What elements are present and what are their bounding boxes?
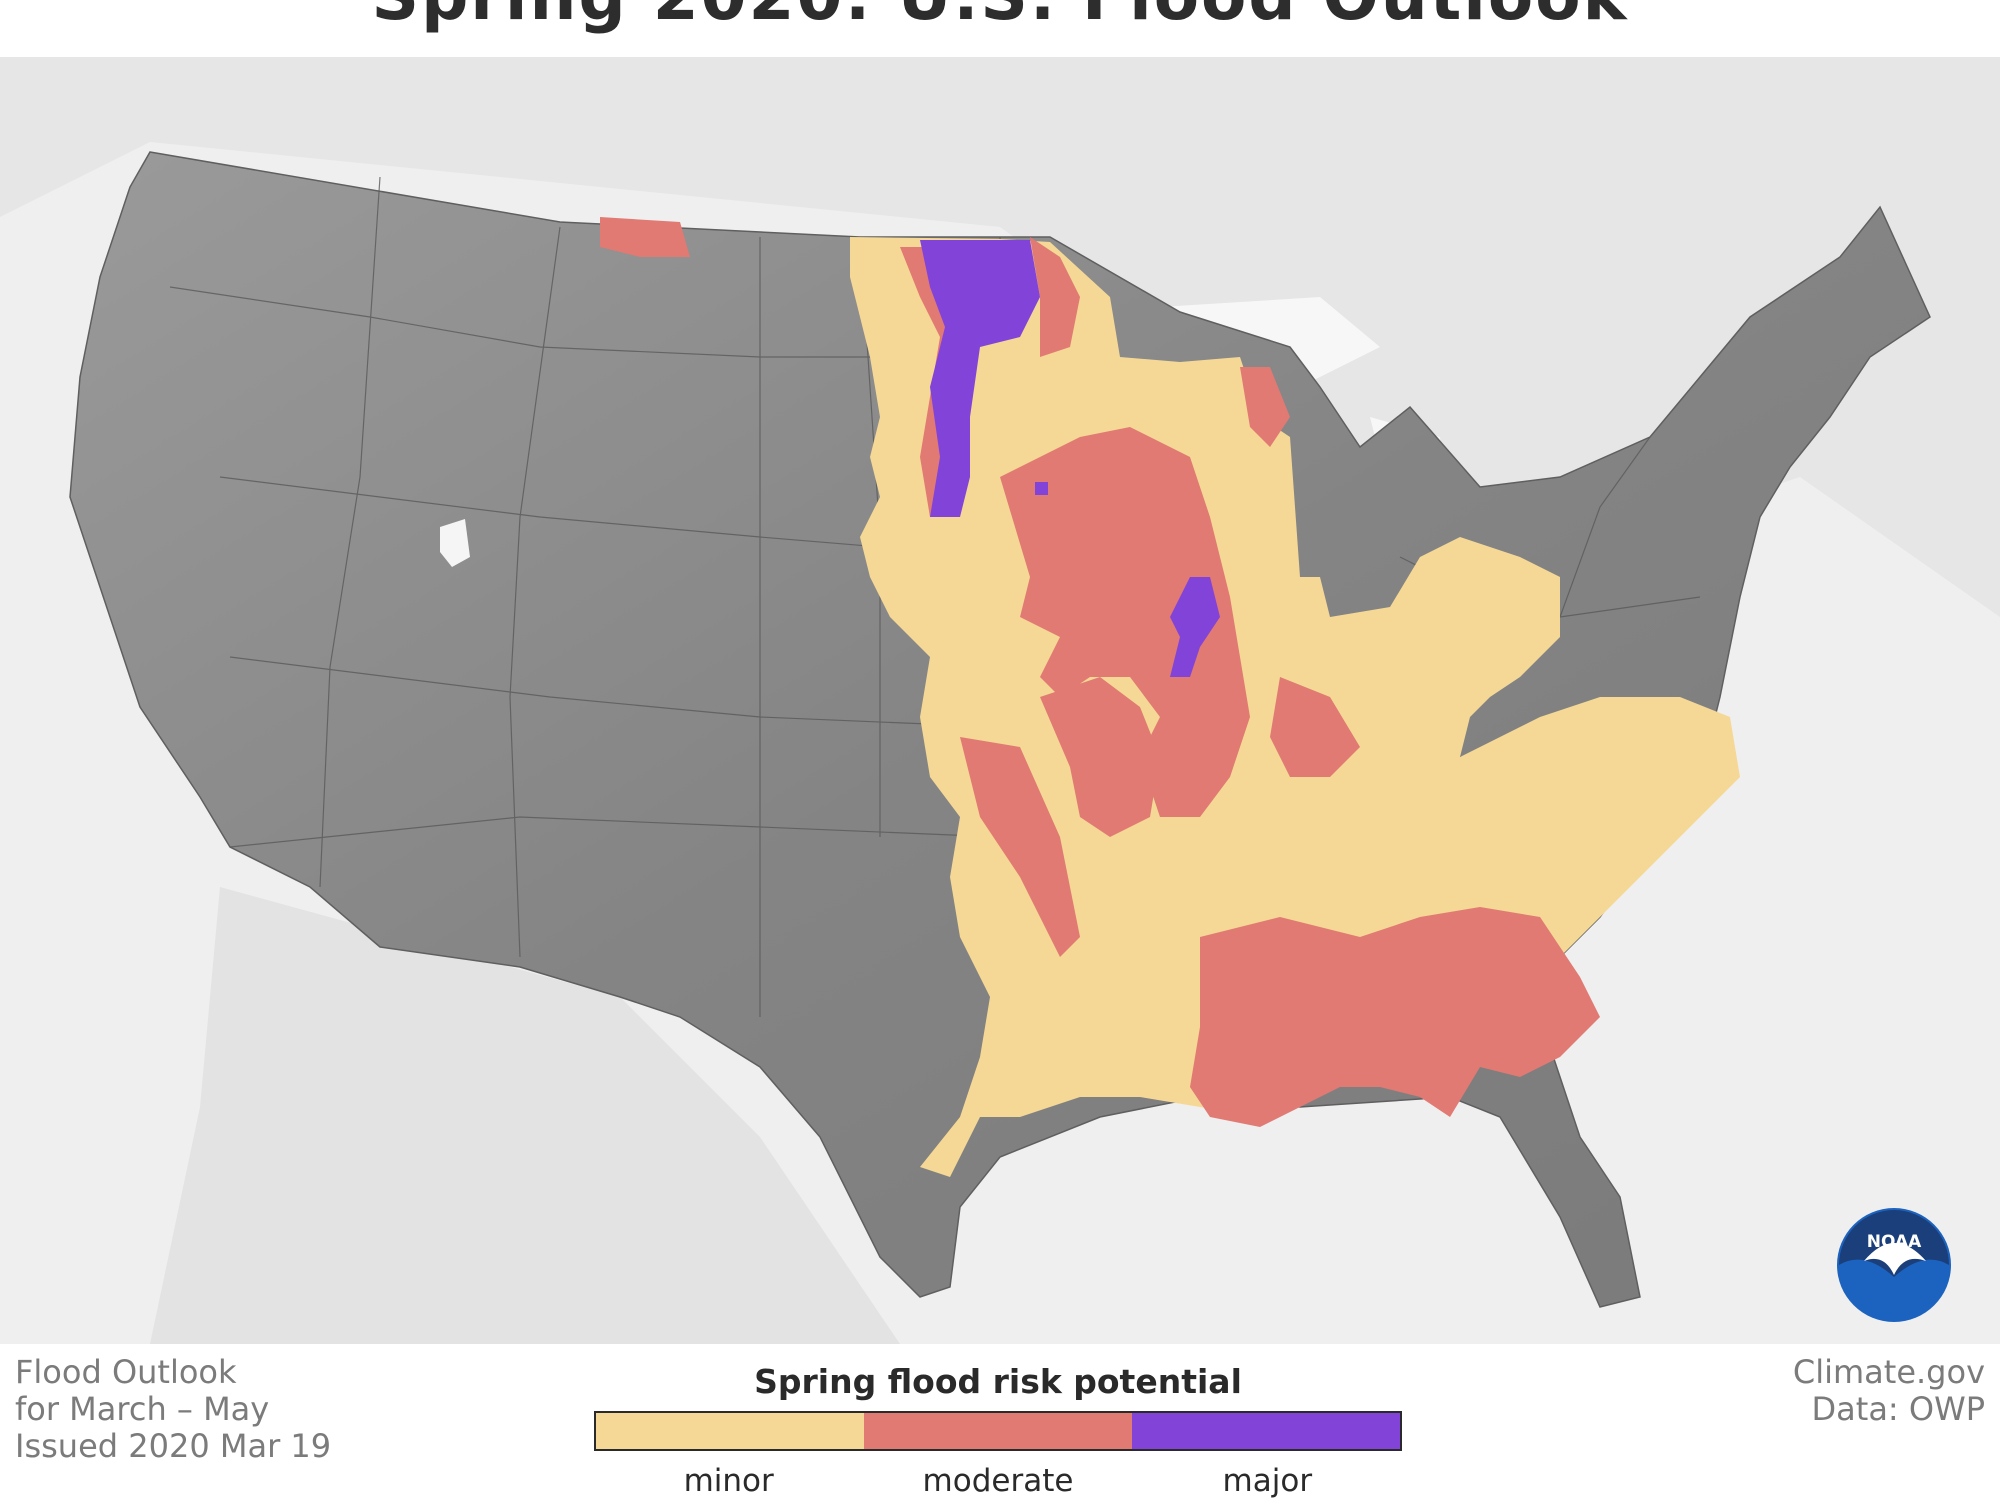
moderate-region-iowa <box>1000 427 1250 817</box>
moderate-region-michigan <box>1240 367 1290 447</box>
major-region-mississippi <box>1170 577 1220 677</box>
noaa-logo: NOAA <box>1837 1208 1951 1322</box>
salt-lake <box>440 519 470 567</box>
legend-bar <box>594 1411 1402 1451</box>
map-title: Spring 2020: U.S. Flood Outlook <box>0 0 2000 35</box>
outlook-issued: Issued 2020 Mar 19 <box>15 1427 332 1465</box>
noaa-logo-text: NOAA <box>1867 1232 1922 1252</box>
surrounding-land <box>0 57 2000 617</box>
legend-labels: minor moderate major <box>594 1463 1402 1499</box>
mexico-land <box>150 887 900 1344</box>
credit-data: Data: OWP <box>1811 1390 1985 1428</box>
moderate-region-kansas <box>960 737 1080 957</box>
legend: Spring flood risk potential minor modera… <box>594 1362 1402 1499</box>
outlook-info: Flood Outlook for March – May Issued 202… <box>15 1354 331 1465</box>
moderate-region-upper-mississippi <box>1030 237 1080 357</box>
credit-source: Climate.gov <box>1792 1353 1985 1391</box>
outlook-period: for March – May <box>15 1390 270 1428</box>
legend-swatch-major <box>1132 1413 1400 1449</box>
moderate-region-central <box>1040 677 1160 837</box>
legend-label-minor: minor <box>683 1463 774 1499</box>
legend-swatch-moderate <box>864 1413 1132 1449</box>
moderate-region-montana <box>600 217 690 257</box>
credits: Climate.gov Data: OWP <box>1793 1354 1985 1428</box>
legend-swatch-minor <box>596 1413 864 1449</box>
legend-title: Spring flood risk potential <box>754 1362 1242 1401</box>
major-region-red-river <box>920 240 1040 517</box>
moderate-region-southeast <box>1190 907 1600 1127</box>
legend-label-moderate: moderate <box>922 1463 1074 1499</box>
moderate-region-ohio <box>1270 677 1360 777</box>
flood-outlook-map <box>0 57 2000 1344</box>
major-region-small <box>1035 482 1048 495</box>
outlook-title: Flood Outlook <box>15 1353 237 1391</box>
legend-label-major: major <box>1222 1463 1313 1499</box>
